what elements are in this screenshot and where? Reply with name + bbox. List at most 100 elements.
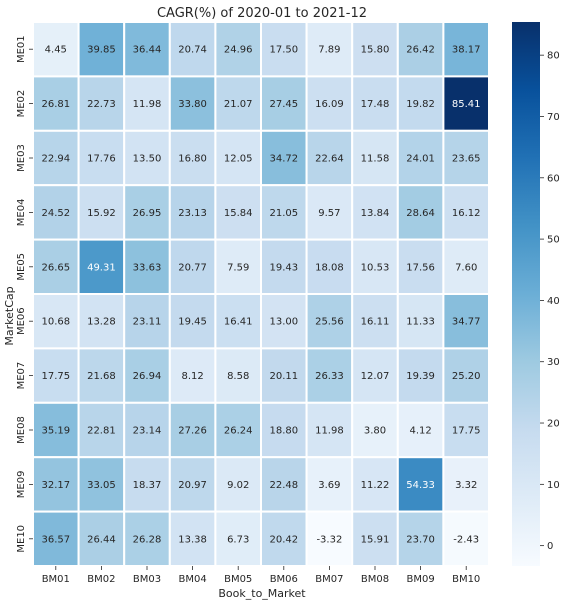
cell-value-label: 22.48 xyxy=(269,480,298,491)
cell-value-label: 6.73 xyxy=(227,534,249,545)
heatmap-cell xyxy=(305,510,354,568)
cell-value-label: 16.12 xyxy=(452,208,481,219)
heatmap-cell xyxy=(260,184,308,241)
heatmap-cell xyxy=(32,293,80,350)
heatmap-cell xyxy=(351,510,399,568)
colorbar-tick-label: 10 xyxy=(547,480,560,491)
cell-value-label: 25.20 xyxy=(452,371,481,382)
cell-value-label: 17.48 xyxy=(361,99,390,110)
cell-value-label: 22.64 xyxy=(315,154,344,165)
heatmap-cell xyxy=(442,347,490,404)
cell-value-label: 7.59 xyxy=(227,262,249,273)
cell-value-label: 3.32 xyxy=(455,480,477,491)
cell-value-label: 21.05 xyxy=(269,208,298,219)
heatmap-cell xyxy=(442,401,490,459)
heatmap-cells: 4.45 39.85 36.44 20.74 24.96 17.50 7.89 15.80 26… xyxy=(32,21,490,568)
cell-value-label: 21.68 xyxy=(87,371,116,382)
heatmap-cell xyxy=(168,75,217,132)
cell-value-label: 11.22 xyxy=(361,480,390,491)
heatmap-cell xyxy=(351,401,399,459)
cell-value-label: 27.45 xyxy=(269,99,298,110)
cell-value-label: 32.17 xyxy=(41,480,70,491)
heatmap-cell xyxy=(442,238,490,296)
heatmap-cell xyxy=(396,129,445,187)
cell-value-label: 28.64 xyxy=(406,208,435,219)
y-tick-label: ME02 xyxy=(16,90,27,118)
heatmap-cell xyxy=(396,510,445,568)
cell-value-label: 19.39 xyxy=(406,371,435,382)
cell-value-label: 17.50 xyxy=(269,45,298,56)
cell-value-label: 15.80 xyxy=(361,45,390,56)
cell-value-label: 20.42 xyxy=(269,534,298,545)
heatmap-cell xyxy=(396,293,445,350)
heatmap-cell xyxy=(351,21,399,78)
cell-value-label: 4.12 xyxy=(409,426,431,437)
cell-value-label: 15.84 xyxy=(224,208,253,219)
cell-value-label: 24.52 xyxy=(41,208,70,219)
chart-title: CAGR(%) of 2020-01 to 2021-12 xyxy=(157,6,367,21)
heatmap-cell xyxy=(260,293,308,350)
cell-value-label: 26.65 xyxy=(41,262,70,273)
heatmap-cell xyxy=(214,456,262,513)
cell-value-label: 22.73 xyxy=(87,99,116,110)
cell-value-label: 25.56 xyxy=(315,317,344,328)
heatmap-cell xyxy=(396,401,445,459)
heatmap-cell xyxy=(442,21,490,78)
heatmap-cell xyxy=(123,401,171,459)
heatmap-cell xyxy=(214,401,262,459)
x-tick-label: BM04 xyxy=(178,574,206,585)
colorbar-tick-label: 20 xyxy=(547,419,560,430)
cell-value-label: 26.95 xyxy=(133,208,162,219)
heatmap-cell xyxy=(168,401,217,459)
y-tick-label: ME10 xyxy=(16,525,27,553)
heatmap-cell xyxy=(168,293,217,350)
heatmap-cell xyxy=(351,347,399,404)
heatmap-cell xyxy=(214,238,262,296)
cell-value-label: 17.75 xyxy=(452,426,481,437)
cell-value-label: 4.45 xyxy=(45,45,67,56)
cell-value-label: 23.65 xyxy=(452,154,481,165)
y-tick-label: ME04 xyxy=(16,199,27,227)
x-tick-label: BM07 xyxy=(315,574,343,585)
cell-value-label: 23.14 xyxy=(133,426,162,437)
cell-value-label: 26.44 xyxy=(87,534,116,545)
cell-value-label: 15.92 xyxy=(87,208,116,219)
cell-value-label: 10.68 xyxy=(41,317,70,328)
x-tick-label: BM08 xyxy=(361,574,389,585)
cell-value-label: 18.37 xyxy=(133,480,162,491)
cell-value-label: 26.24 xyxy=(224,426,253,437)
cell-value-label: 13.38 xyxy=(178,534,207,545)
x-tick-label: BM01 xyxy=(42,574,70,585)
heatmap-cell xyxy=(305,347,354,404)
x-tick-label: BM02 xyxy=(87,574,115,585)
heatmap-cell xyxy=(396,347,445,404)
cell-value-label: 34.72 xyxy=(269,154,298,165)
cell-value-label: 34.77 xyxy=(452,317,481,328)
cell-value-label: 33.05 xyxy=(87,480,116,491)
cell-value-label: 13.28 xyxy=(87,317,116,328)
heatmap-cell xyxy=(214,293,262,350)
colorbar xyxy=(512,22,540,566)
colorbar-tick-label: 60 xyxy=(547,173,560,184)
cell-value-label: 22.81 xyxy=(87,426,116,437)
cell-value-label: 22.94 xyxy=(41,154,70,165)
cell-value-label: 36.44 xyxy=(133,45,162,56)
cell-value-label: 3.69 xyxy=(318,480,340,491)
cell-value-label: 7.60 xyxy=(455,262,477,273)
x-tick-label: BM05 xyxy=(224,574,252,585)
x-tick-label: BM03 xyxy=(133,574,161,585)
cell-value-label: 19.45 xyxy=(178,317,207,328)
cell-value-label: 9.02 xyxy=(227,480,249,491)
cell-value-label: 23.70 xyxy=(406,534,435,545)
cell-value-label: 20.11 xyxy=(269,371,298,382)
cell-value-label: 11.98 xyxy=(133,99,162,110)
cell-value-label: 12.07 xyxy=(361,371,390,382)
heatmap-cell xyxy=(442,510,490,568)
cell-value-label: 23.11 xyxy=(133,317,162,328)
cell-value-label: 19.82 xyxy=(406,99,435,110)
cell-value-label: 17.75 xyxy=(41,371,70,382)
cell-value-label: 26.33 xyxy=(315,371,344,382)
cell-value-label: 39.85 xyxy=(87,45,116,56)
cell-value-label: 8.12 xyxy=(181,371,203,382)
cell-value-label: 21.07 xyxy=(224,99,253,110)
